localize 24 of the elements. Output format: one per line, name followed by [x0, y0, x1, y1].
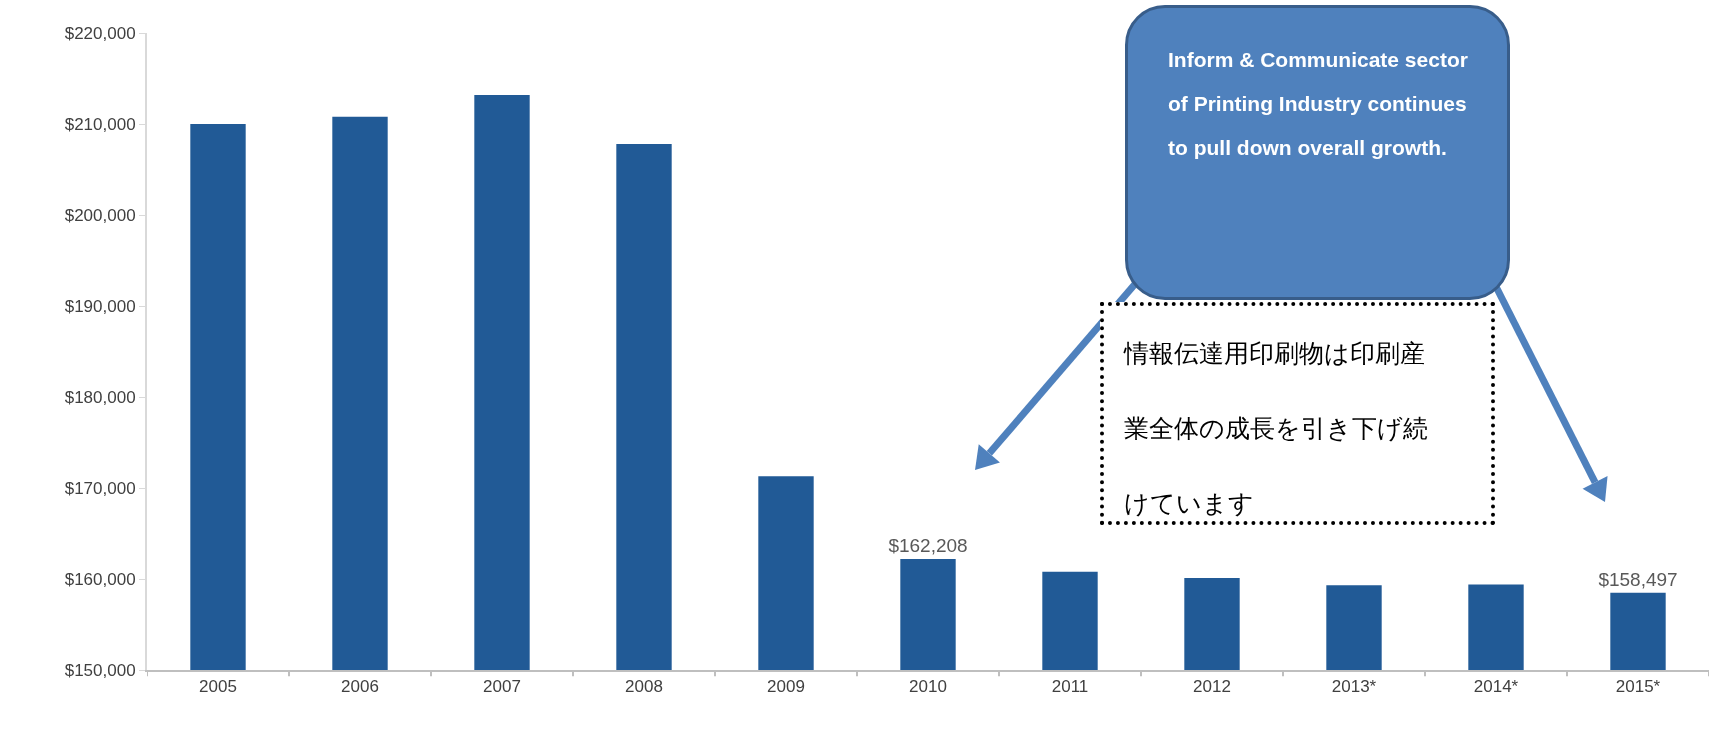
note-box: 情報伝達用印刷物は印刷産業全体の成長を引き下げ続けています: [1100, 302, 1495, 525]
y-tick-label: $220,000: [64, 23, 136, 43]
annotation: Inform & Communicate sector of Printing Industry continues to pull down overall growth.: [1168, 48, 1468, 159]
x-tick-label: 2012: [1193, 677, 1231, 697]
y-tick-label: $170,000: [64, 478, 136, 498]
y-tick-label: $210,000: [64, 114, 136, 134]
x-tick-label: 2006: [341, 677, 379, 697]
x-tick-label: 2007: [483, 677, 521, 697]
data-label: $162,208: [888, 534, 968, 556]
y-tick-label: $150,000: [64, 660, 136, 680]
y-tick-label: $190,000: [64, 296, 136, 316]
x-tick-label: 2009: [767, 677, 805, 697]
x-tick-label: 2008: [625, 677, 663, 697]
x-tick-label: 2013*: [1331, 677, 1377, 697]
x-tick-label: 2015*: [1615, 677, 1661, 697]
y-tick-label: $160,000: [64, 569, 136, 589]
x-tick-label: 2014*: [1473, 677, 1519, 697]
x-tick-label: 2010: [909, 677, 947, 697]
x-tick-label: 2005: [199, 677, 237, 697]
data-label: $158,497: [1598, 568, 1678, 590]
x-tick-label: 2011: [1051, 677, 1089, 697]
y-tick-label: $180,000: [64, 387, 136, 407]
callout-box: Inform & Communicate sector of Printing Industry continues to pull down overall growth.: [1125, 5, 1510, 300]
y-tick-label: $200,000: [64, 205, 136, 225]
